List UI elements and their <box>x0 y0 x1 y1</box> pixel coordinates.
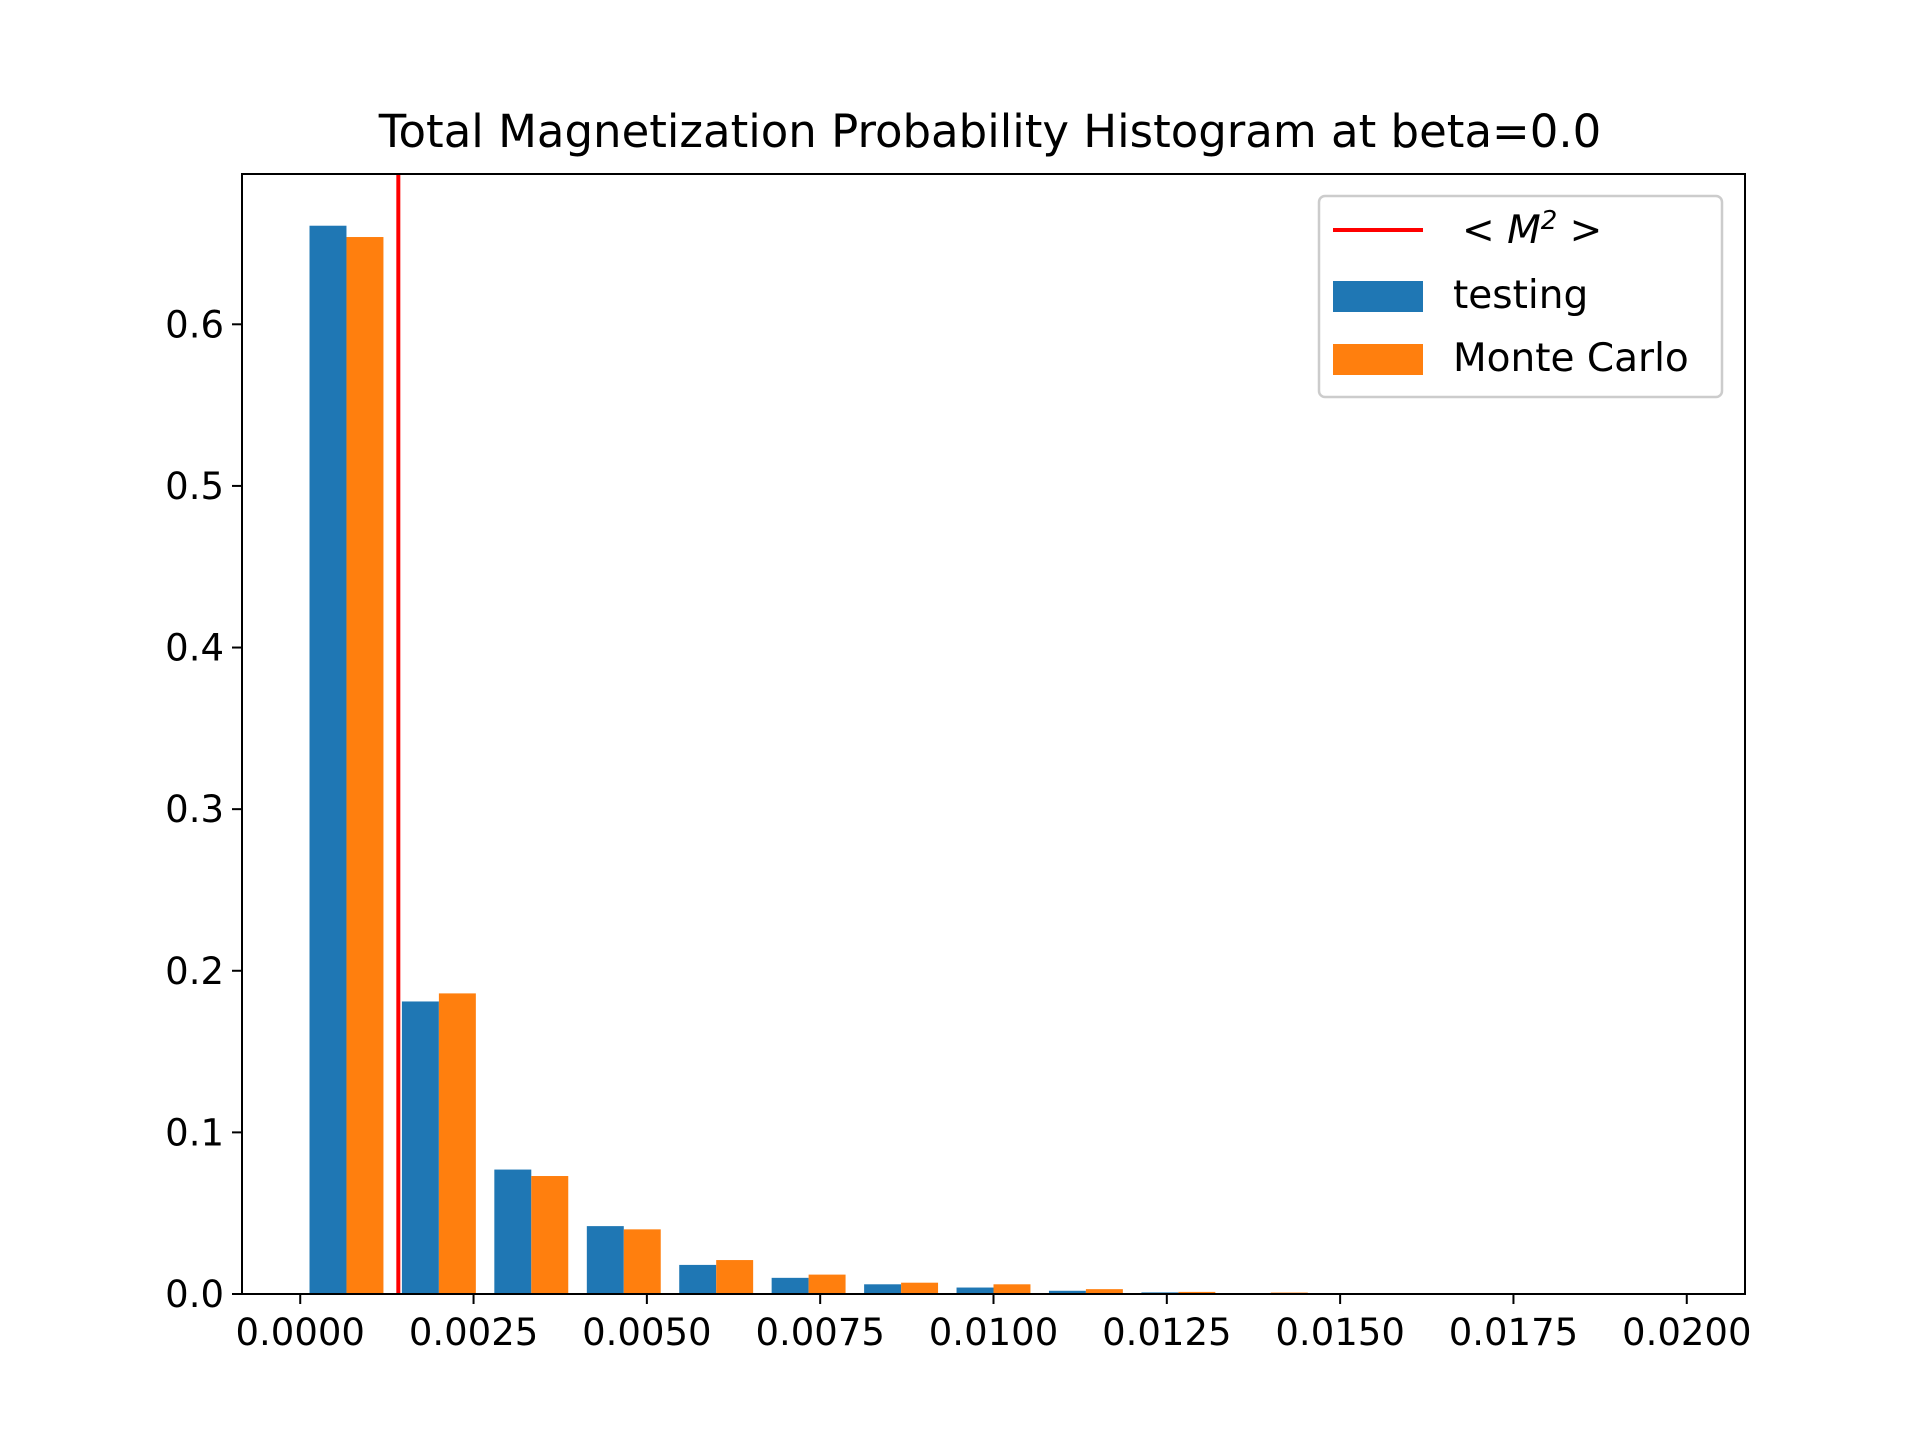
bar-monte-carlo-3 <box>623 1229 661 1294</box>
x-tick-label-8: 0.0200 <box>1622 1311 1751 1354</box>
x-tick-label-1: 0.0025 <box>409 1311 538 1354</box>
chart-title: Total Magnetization Probability Histogra… <box>378 105 1602 158</box>
bar-monte-carlo-4 <box>716 1260 754 1294</box>
legend-testing-swatch <box>1333 281 1423 312</box>
plot-frame <box>241 173 1746 1295</box>
bars-group <box>309 225 1308 1295</box>
bar-monte-carlo-9 <box>1178 1291 1216 1294</box>
x-tick-label-0: 0.0000 <box>235 1311 364 1354</box>
x-tick-label-5: 0.0125 <box>1102 1311 1231 1354</box>
bar-monte-carlo-7 <box>993 1284 1031 1294</box>
bar-testing-2 <box>494 1169 532 1294</box>
bar-monte-carlo-8 <box>1085 1289 1123 1294</box>
bar-monte-carlo-6 <box>901 1282 939 1294</box>
bar-testing-7 <box>956 1287 994 1294</box>
bar-testing-0 <box>309 225 347 1295</box>
bar-testing-3 <box>586 1226 624 1294</box>
legend-testing-label: testing <box>1453 273 1588 318</box>
x-tick-label-7: 0.0175 <box>1449 1311 1578 1354</box>
legend: < M2 > testing Monte Carlo <box>1317 194 1724 399</box>
legend-vline-label: < M2 > <box>1462 206 1602 253</box>
bar-monte-carlo-5 <box>808 1274 846 1294</box>
y-tick-label-5: 0.5 <box>165 465 224 508</box>
legend-monte-carlo-swatch <box>1333 344 1423 375</box>
bar-testing-8 <box>1048 1290 1086 1294</box>
y-tick-label-1: 0.1 <box>165 1111 224 1154</box>
y-tick-label-2: 0.2 <box>165 950 224 993</box>
bar-monte-carlo-0 <box>346 237 384 1294</box>
legend-monte-carlo-label: Monte Carlo <box>1453 336 1689 381</box>
y-tick-label-4: 0.4 <box>165 627 224 670</box>
legend-vline-label-close: > <box>1557 208 1602 253</box>
bar-monte-carlo-1 <box>438 993 476 1294</box>
y-tick-label-6: 0.6 <box>165 303 224 346</box>
legend-vline-label-base: < M <box>1462 208 1541 253</box>
y-tick-label-3: 0.3 <box>165 788 224 831</box>
x-tick-label-3: 0.0075 <box>755 1311 884 1354</box>
ticks-group: 0.0000 0.0025 0.0050 0.0075 0.0100 0.0125 0.01… <box>165 303 1751 1354</box>
x-tick-label-4: 0.0100 <box>929 1311 1058 1354</box>
bar-testing-4 <box>679 1264 717 1294</box>
x-tick-label-2: 0.0050 <box>582 1311 711 1354</box>
bar-monte-carlo-2 <box>531 1176 569 1294</box>
x-tick-label-6: 0.0150 <box>1275 1311 1404 1354</box>
y-tick-label-0: 0.0 <box>165 1273 224 1316</box>
legend-vline-label-sup: 2 <box>1541 206 1558 236</box>
bar-testing-1 <box>401 1001 439 1294</box>
bar-testing-6 <box>864 1284 902 1294</box>
bar-testing-5 <box>771 1277 809 1294</box>
